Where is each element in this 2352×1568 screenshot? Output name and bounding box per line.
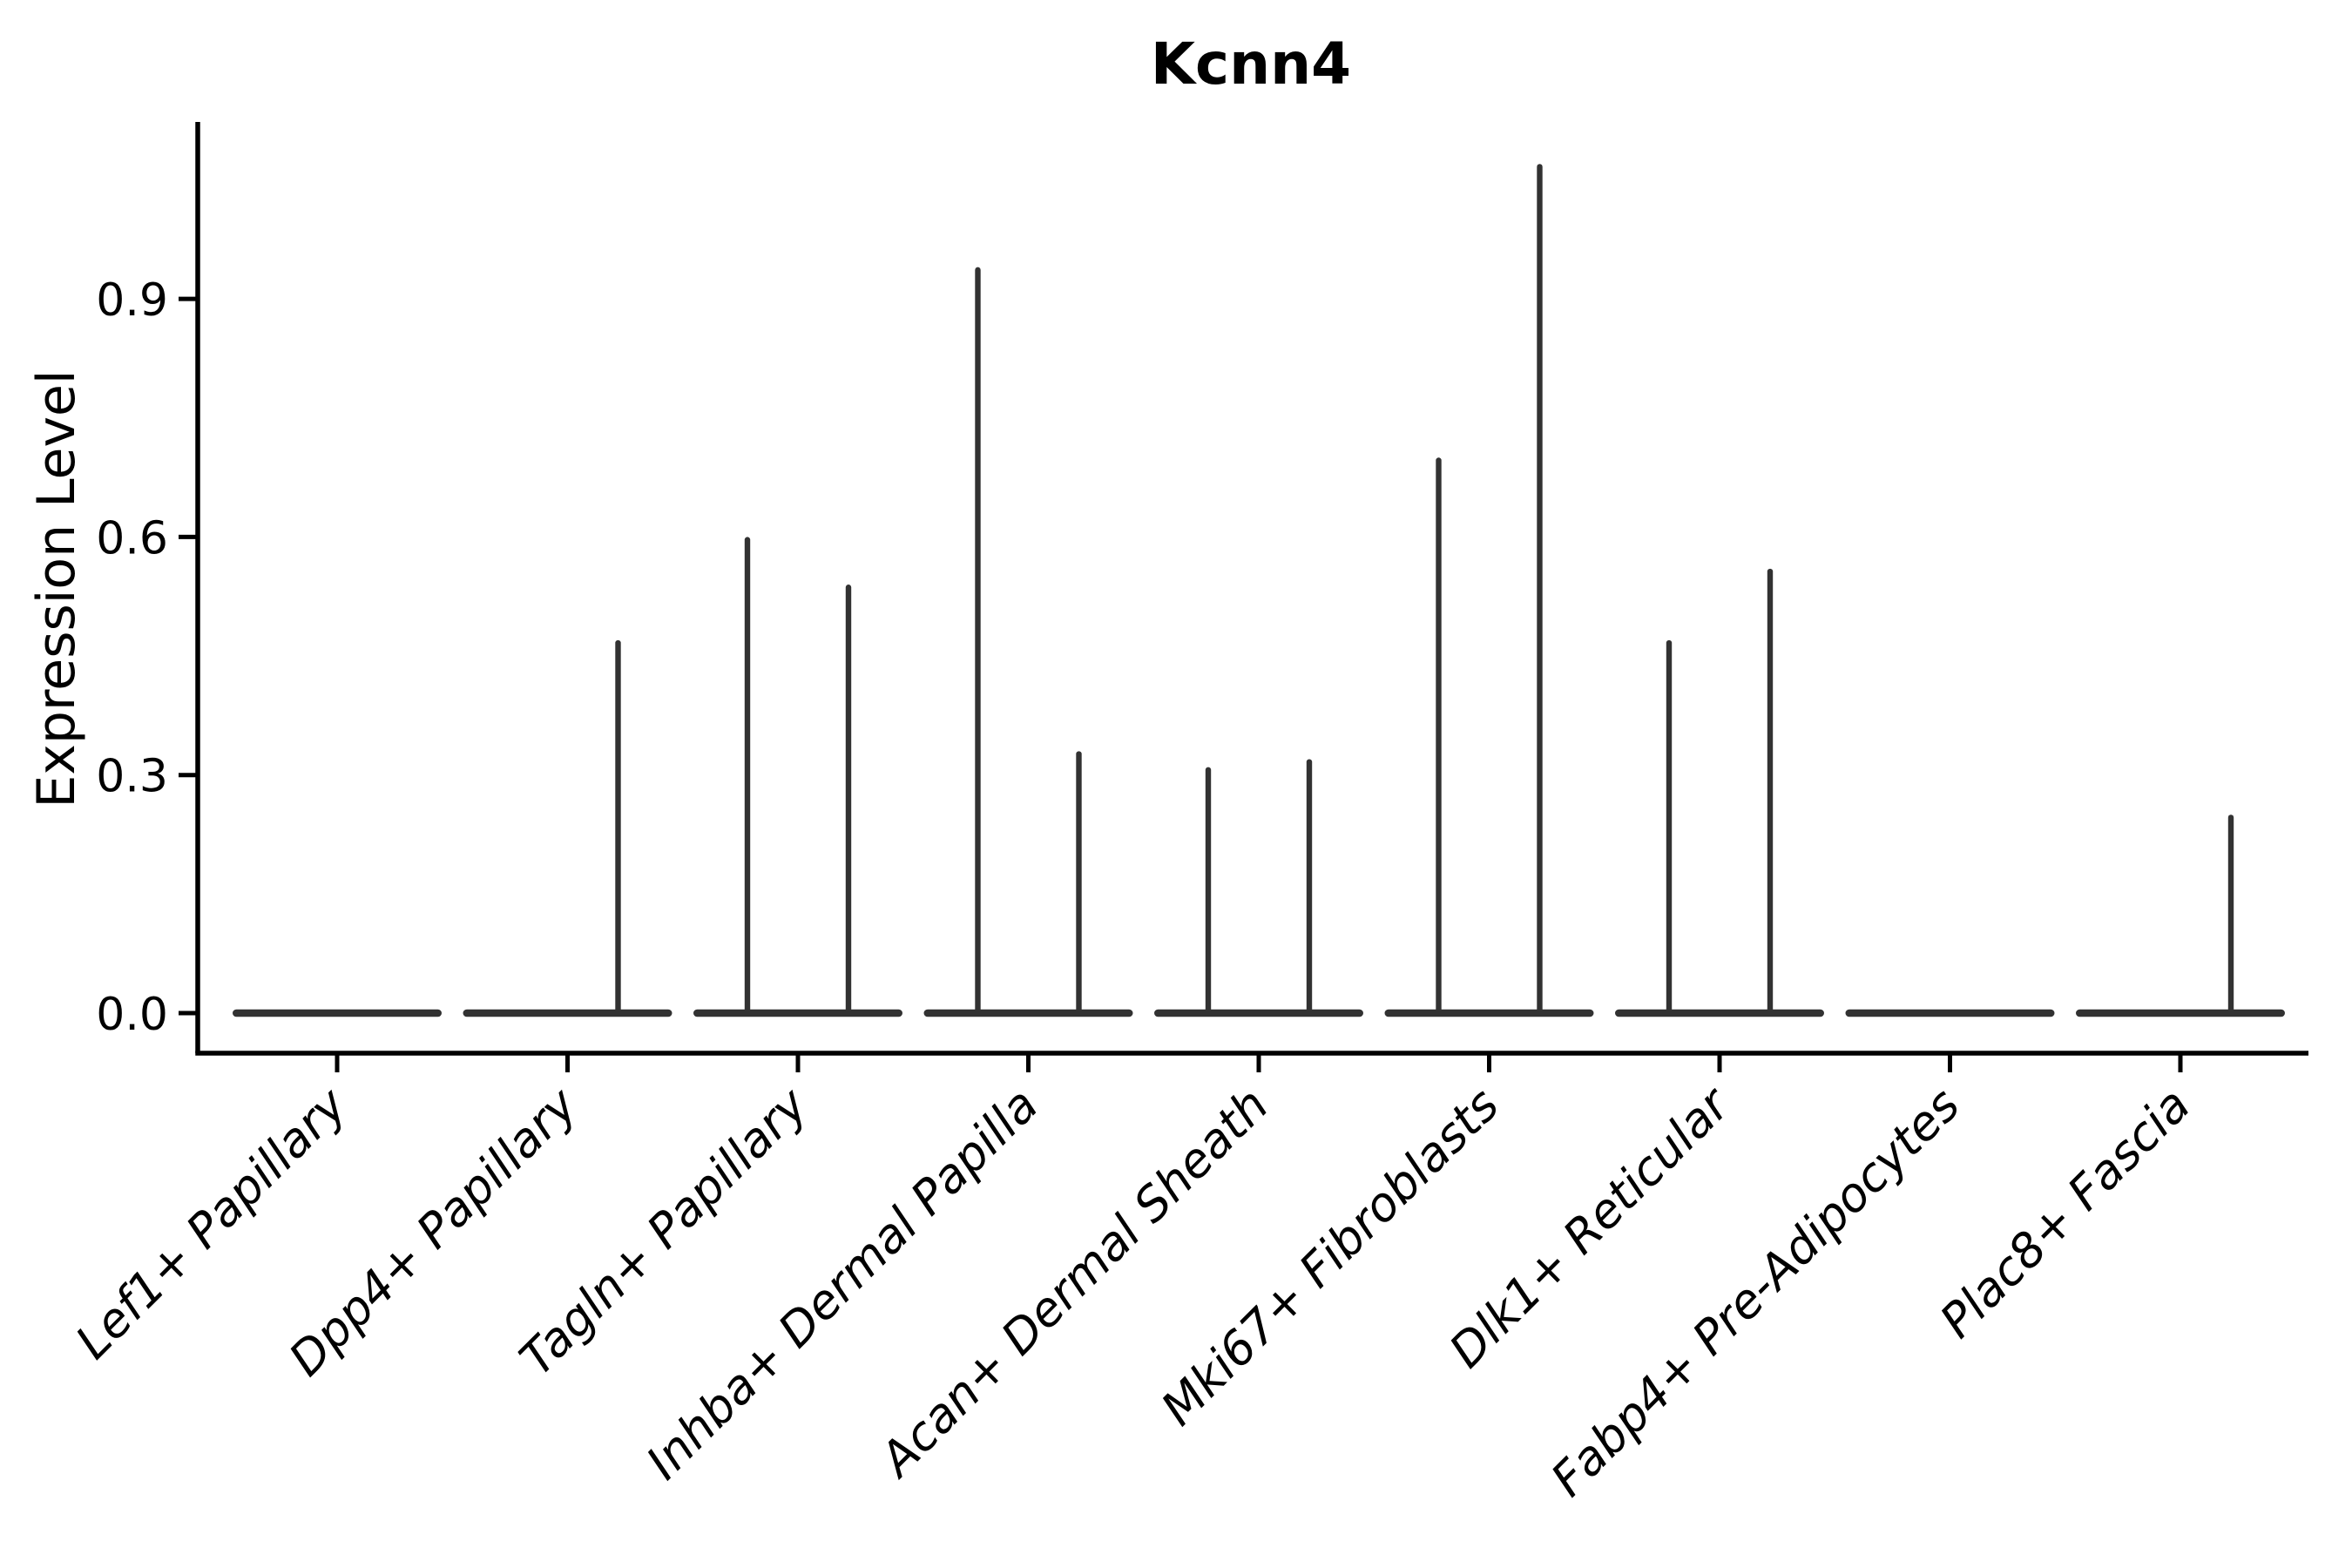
violin-group: [1154, 759, 1363, 1017]
violin-group: [2076, 814, 2285, 1017]
violin-spike: [1306, 759, 1313, 1017]
violins-layer: [233, 164, 2285, 1017]
x-tick-label: Inhba+ Dermal Papilla: [636, 1078, 1049, 1490]
y-tick-label: 0.9: [96, 274, 168, 327]
violin-spike: [975, 267, 981, 1017]
violin-spike: [1537, 164, 1543, 1017]
violin-baseline: [1154, 1009, 1363, 1017]
violin-baseline: [693, 1009, 902, 1017]
violin-group: [693, 537, 902, 1017]
violin-spike: [2227, 814, 2234, 1017]
chart-title: Kcnn4: [1151, 30, 1351, 98]
violin-spike: [845, 585, 852, 1017]
violin-group: [923, 267, 1133, 1017]
x-tick-label: Plac8+ Fascia: [1930, 1078, 2200, 1348]
violin-spike: [1205, 767, 1212, 1017]
violin-group: [1845, 1009, 2055, 1017]
violin-baseline: [2076, 1009, 2285, 1017]
x-tick-label: Acan+ Dermal Sheath: [868, 1078, 1279, 1489]
violin-spike: [615, 639, 621, 1017]
violin-baseline: [463, 1009, 672, 1017]
y-tick-label: 0.0: [96, 989, 168, 1041]
y-axis-ticks: 0.0 0.3 0.6 0.9: [96, 274, 198, 1041]
violin-group: [233, 1009, 442, 1017]
violin-group: [1384, 164, 1594, 1017]
violin-baseline: [233, 1009, 442, 1017]
violin-spike: [1767, 568, 1774, 1017]
violin-baseline: [1615, 1009, 1824, 1017]
violin-baseline: [923, 1009, 1133, 1017]
axes: [195, 122, 2308, 1056]
violin-spike: [1666, 639, 1673, 1017]
y-axis-label: Expression Level: [26, 369, 87, 808]
violin-spike: [1076, 751, 1082, 1017]
violin-baseline: [1845, 1009, 2055, 1017]
violin-baseline: [1384, 1009, 1594, 1017]
x-tick-label: Fabp4+ Pre-Adipocytes: [1540, 1078, 1970, 1507]
violin-group: [1615, 568, 1824, 1017]
violin-spike: [1436, 457, 1442, 1017]
violin-group: [463, 639, 672, 1017]
y-tick-label: 0.6: [96, 512, 168, 564]
violin-spike: [744, 537, 751, 1017]
y-tick-label: 0.3: [96, 751, 168, 803]
